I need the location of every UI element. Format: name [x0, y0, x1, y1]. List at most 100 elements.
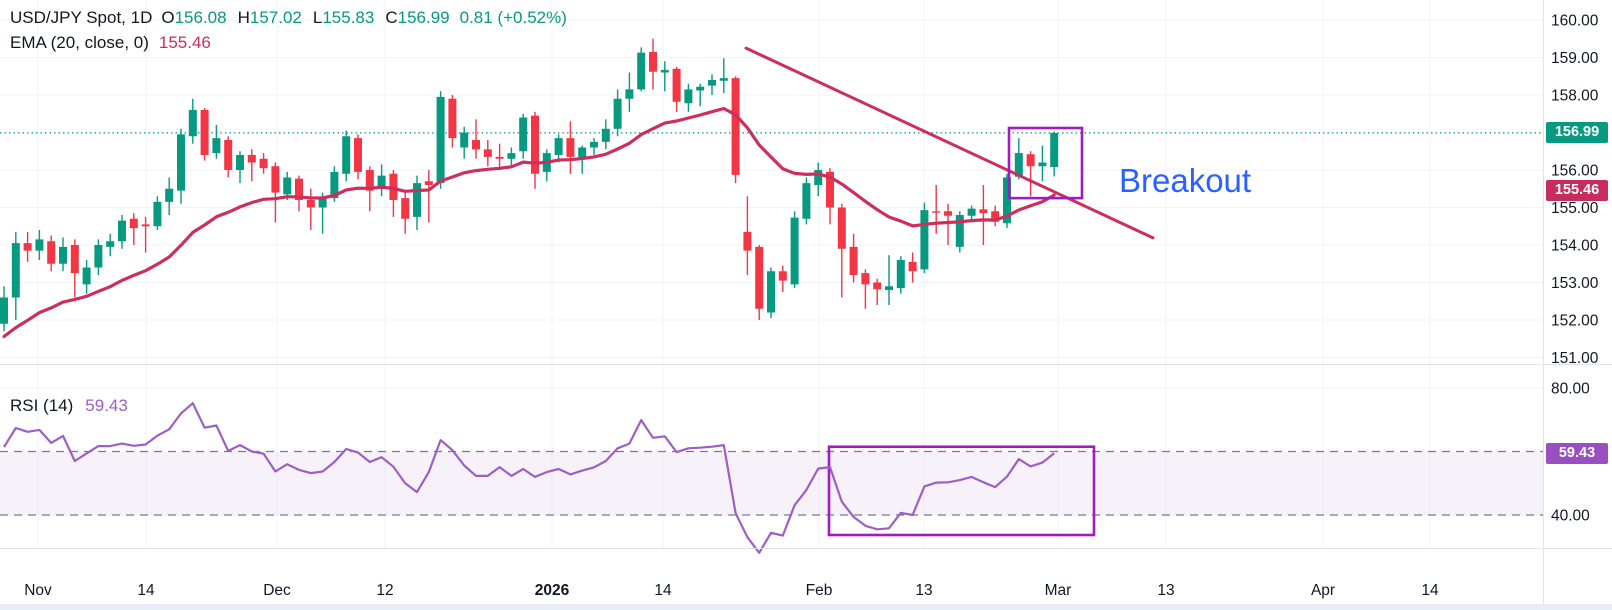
- price-axis-label[interactable]: 158.00: [1551, 88, 1599, 105]
- candle-body: [188, 110, 197, 137]
- price-breakout-box[interactable]: [1007, 126, 1084, 200]
- time-axis-label[interactable]: 14: [137, 582, 155, 599]
- price-axis-label[interactable]: 155.00: [1551, 200, 1599, 217]
- candle-body: [1026, 154, 1035, 167]
- rsi-title: RSI (14): [10, 396, 74, 415]
- candle-body: [11, 243, 20, 298]
- candle-body: [342, 136, 351, 174]
- candle-body: [708, 80, 716, 86]
- time-axis-label[interactable]: Dec: [263, 582, 291, 599]
- candle-body: [625, 89, 634, 99]
- candle-body: [153, 201, 162, 227]
- time-axis-label[interactable]: 2026: [535, 582, 570, 599]
- rsi-axis-label[interactable]: 80.00: [1551, 381, 1590, 398]
- open-value: 156.08: [174, 8, 227, 27]
- candle-body: [967, 208, 976, 216]
- candle-body: [660, 69, 669, 73]
- candle-body: [377, 175, 386, 189]
- candle-body: [849, 246, 858, 275]
- price-axis-label[interactable]: 153.00: [1551, 275, 1599, 292]
- candle-body: [413, 183, 421, 217]
- candle-body: [236, 155, 244, 170]
- candle-body: [826, 171, 834, 208]
- candle-body: [306, 200, 315, 208]
- candle-body: [47, 241, 56, 264]
- ema-value: 155.46: [158, 33, 211, 52]
- candle-body: [755, 246, 764, 309]
- rsi-breakout-box[interactable]: [827, 445, 1096, 537]
- candle-body: [767, 271, 775, 313]
- candle-body: [118, 220, 126, 242]
- candle-body: [944, 211, 952, 216]
- bottom-toolbar-strip: [0, 604, 1612, 610]
- candle-body: [424, 181, 433, 185]
- change-value: 0.81 (+0.52%): [459, 8, 567, 27]
- candle-body: [35, 239, 44, 251]
- time-axis-label[interactable]: 14: [1421, 582, 1439, 599]
- candle-body: [460, 132, 469, 148]
- rsi-value: 59.43: [85, 396, 128, 415]
- price-axis-label[interactable]: 156.00: [1551, 163, 1599, 180]
- candle-body: [330, 171, 339, 199]
- candle-body: [401, 198, 410, 219]
- candle-body: [531, 115, 539, 174]
- candle-body: [165, 188, 174, 202]
- candle-body: [271, 166, 280, 193]
- ema-line[interactable]: [2, 106, 1056, 339]
- trendline-drawing[interactable]: [744, 46, 1155, 240]
- time-axis-label[interactable]: 13: [915, 582, 932, 599]
- price-axis-label[interactable]: 152.00: [1551, 313, 1599, 330]
- rsi-axis-label[interactable]: 40.00: [1551, 508, 1590, 525]
- candle-body: [365, 170, 374, 191]
- close-value: 156.99: [397, 8, 450, 27]
- candle-body: [885, 286, 893, 290]
- candle-body: [318, 198, 327, 208]
- candle-body: [507, 153, 516, 159]
- candle-body: [920, 210, 929, 270]
- candle-body: [719, 78, 728, 81]
- candle-body: [259, 158, 268, 169]
- time-axis-label[interactable]: Mar: [1045, 582, 1072, 599]
- rsi-line: [3, 402, 1055, 554]
- candle-body: [82, 267, 91, 285]
- candle-body: [354, 138, 362, 172]
- candle-body: [932, 211, 941, 213]
- candle-body: [601, 128, 610, 142]
- candle-body: [979, 209, 988, 214]
- ema-legend-row[interactable]: EMA (20, close, 0) 155.46: [10, 33, 211, 53]
- candle-body: [283, 177, 292, 195]
- time-axis-label[interactable]: Apr: [1311, 582, 1335, 599]
- candle-body: [59, 246, 67, 264]
- candle-body: [1003, 177, 1011, 224]
- price-axis-label[interactable]: 151.00: [1551, 350, 1599, 367]
- price-axis-label[interactable]: 154.00: [1551, 238, 1599, 255]
- candle-body: [436, 96, 445, 184]
- time-axis-label[interactable]: 14: [654, 582, 672, 599]
- time-axis-label[interactable]: Feb: [806, 582, 833, 599]
- candle-body: [94, 245, 103, 268]
- time-axis-label[interactable]: 13: [1157, 582, 1174, 599]
- rsi-band: [0, 451, 1543, 515]
- candle-body: [814, 170, 823, 185]
- symbol-legend-row[interactable]: USD/JPY Spot, 1D O156.08 H157.02 L155.83 C15…: [10, 8, 569, 28]
- candle-body: [684, 89, 693, 104]
- time-axis-label[interactable]: Nov: [24, 582, 52, 599]
- candle-body: [1050, 132, 1059, 167]
- candle-body: [649, 51, 657, 72]
- last-price-badge: 156.99: [1546, 122, 1608, 144]
- candle-body: [1014, 153, 1023, 177]
- rsi-legend-row[interactable]: RSI (14) 59.43: [10, 396, 128, 416]
- candle-body: [106, 241, 115, 247]
- candle-body: [802, 183, 811, 219]
- candle-body: [896, 260, 905, 289]
- price-axis-label[interactable]: 160.00: [1551, 13, 1599, 30]
- breakout-annotation-text[interactable]: Breakout: [1119, 162, 1252, 199]
- price-axis-label[interactable]: 159.00: [1551, 50, 1599, 67]
- candle-body: [554, 138, 563, 155]
- time-axis-label[interactable]: 12: [376, 582, 393, 599]
- candle-body: [861, 273, 870, 285]
- candle-body: [247, 155, 256, 163]
- candle-body: [696, 86, 705, 91]
